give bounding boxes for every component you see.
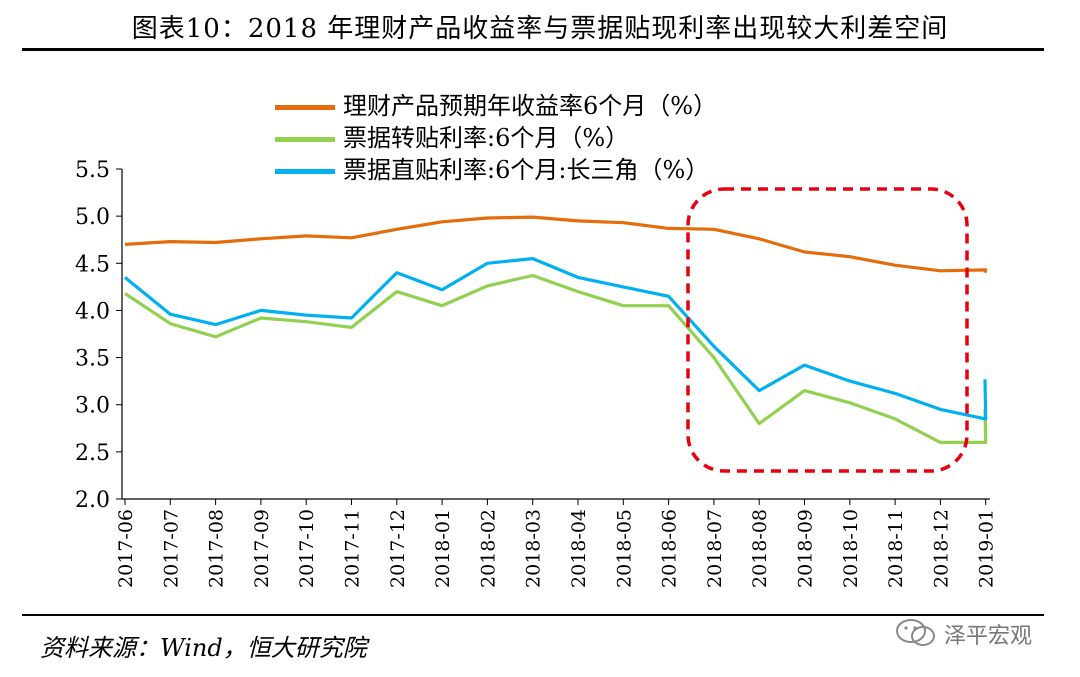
- legend-item-blue: 票据直贴利率:6个月:长三角（%）: [275, 150, 709, 185]
- x-tick-label: 2017-07: [160, 509, 182, 588]
- x-tick-label: 2017-09: [251, 509, 273, 588]
- wechat-icon: [896, 619, 935, 646]
- legend-label-orange: 理财产品预期年收益率6个月（%）: [343, 92, 718, 120]
- x-tick-label: 2017-10: [296, 509, 318, 588]
- x-tick-label: 2017-11: [342, 509, 364, 588]
- y-tick-label: 4.0: [75, 299, 110, 324]
- legend-item-orange: 理财产品预期年收益率6个月（%）: [275, 86, 717, 121]
- y-tick-label: 5.0: [75, 205, 110, 230]
- x-tick-label: 2018-03: [523, 509, 545, 588]
- x-tick-label: 2018-06: [659, 509, 681, 588]
- y-tick-label: 5.5: [75, 158, 110, 183]
- x-tick-label: 2019-01: [976, 509, 998, 588]
- x-tick-label: 2018-10: [840, 509, 862, 588]
- x-tick-label: 2017-08: [206, 509, 228, 588]
- x-tick-label: 2018-11: [885, 509, 907, 588]
- highlight-box: [686, 187, 969, 473]
- source-note: 资料来源：Wind，恒大研究院: [40, 634, 367, 662]
- x-tick-label: 2018-12: [930, 509, 952, 588]
- legend-label-blue: 票据直贴利率:6个月:长三角（%）: [343, 156, 710, 184]
- x-tick-label: 2018-08: [749, 509, 771, 588]
- x-tick-label: 2018-07: [704, 509, 726, 588]
- x-tick-label: 2017-06: [115, 509, 137, 588]
- legend-swatch-orange: [275, 105, 335, 110]
- legend-label-green: 票据转贴利率:6个月（%）: [343, 124, 630, 152]
- y-tick-label: 4.5: [75, 252, 110, 277]
- watermark-text: 泽平宏观: [944, 624, 1033, 649]
- series-line-orange: [124, 215, 988, 274]
- x-tick-label: 2018-02: [477, 509, 499, 588]
- y-tick-label: 3.0: [75, 394, 110, 419]
- x-tick-label: 2018-01: [432, 509, 454, 588]
- x-tick-label: 2018-04: [568, 509, 590, 588]
- x-tick-label: 2018-05: [613, 509, 635, 588]
- legend-swatch-green: [275, 137, 335, 142]
- series-line-blue: [123, 257, 988, 421]
- series-line-green: [124, 273, 988, 444]
- bottom-rule: [22, 614, 1044, 616]
- figure-title: 图表10：2018 年理财产品收益率与票据贴现利率出现较大利差空间: [131, 14, 949, 44]
- y-tick-label: 2.5: [75, 441, 110, 466]
- legend-item-green: 票据转贴利率:6个月（%）: [275, 118, 629, 153]
- x-tick-label: 2017-12: [387, 509, 409, 588]
- y-tick-label: 3.5: [75, 347, 110, 372]
- y-tick-label: 2.0: [75, 488, 110, 513]
- legend-swatch-blue: [275, 169, 335, 174]
- title-rule: [22, 48, 1044, 51]
- x-tick-label: 2018-09: [795, 509, 817, 588]
